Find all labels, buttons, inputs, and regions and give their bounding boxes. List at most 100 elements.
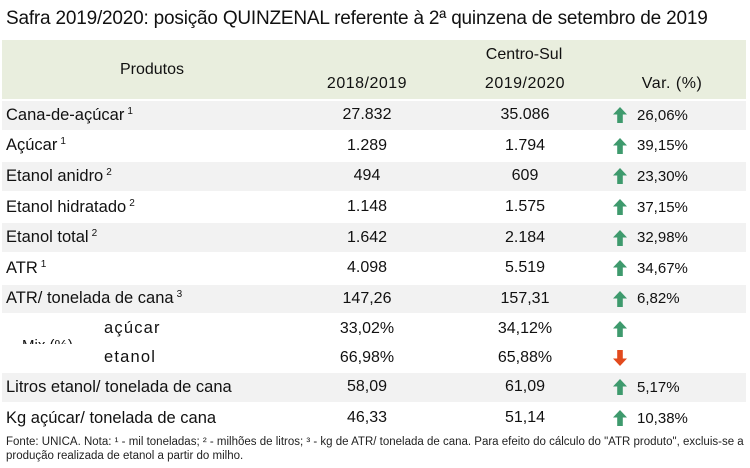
variation-cell [598, 313, 747, 344]
table-row: Etanol anidro 2 494 609 23,30% [2, 160, 747, 192]
value-2019-2020: 35.086 [452, 99, 598, 131]
variation-cell: 23,30% [598, 160, 747, 192]
value-2018-2019: 147,26 [302, 282, 452, 315]
table-row: Kg açúcar/ tonelada de cana 46,33 51,14 10,… [2, 401, 747, 433]
arrow-up-icon [613, 320, 627, 337]
variation: 32,98% [598, 229, 746, 247]
header-variation: Var. (%) [598, 69, 747, 100]
variation-value: 32,98% [637, 229, 688, 247]
variation: 39,15% [598, 137, 746, 155]
table-row: Etanol hidratado 2 1.148 1.575 37,15% [2, 190, 747, 223]
row-label-text: Cana-de-açúcar [6, 105, 125, 124]
footnote-marker: 2 [106, 166, 112, 178]
value-2018-2019: 1.642 [302, 221, 452, 253]
value-2019-2020: 5.519 [452, 251, 598, 284]
value-2019-2020: 157,31 [452, 282, 598, 315]
row-label-text: Etanol total [6, 228, 89, 247]
variation-value: 26,06% [637, 106, 688, 124]
value-2018-2019: 66,98% [302, 343, 452, 373]
value-2019-2020: 1.794 [452, 129, 598, 162]
arrow-up-icon [613, 379, 627, 396]
row-label-text: Litros etanol/ tonelada de cana [6, 377, 232, 396]
variation-value: 10,38% [637, 409, 688, 427]
footnote-marker: 2 [129, 197, 135, 209]
row-label-text: Etanol hidratado [6, 197, 127, 216]
variation-cell: 10,38% [598, 401, 747, 433]
arrow-up-icon [613, 137, 627, 154]
arrow-up-icon [613, 229, 627, 246]
variation-value: 5,17% [637, 378, 680, 396]
row-label-text: Açúcar [6, 136, 58, 155]
value-2019-2020: 65,88% [452, 343, 598, 373]
variation-value: 39,15% [637, 137, 688, 155]
row-label: ATR 1 [2, 251, 302, 284]
footnote-marker: 1 [127, 105, 133, 117]
value-2018-2019: 494 [302, 160, 452, 192]
value-2018-2019: 1.289 [302, 129, 452, 162]
value-2018-2019: 4.098 [302, 251, 452, 284]
table-row: Etanol total 2 1.642 2.184 32,98% [2, 221, 747, 253]
row-label: Açúcar 1 [2, 129, 302, 162]
variation-value: 6,82% [637, 290, 680, 308]
value-2019-2020: 1.575 [452, 190, 598, 223]
variation: 37,15% [598, 198, 746, 216]
mix-sub-label: etanol [104, 348, 157, 367]
mix-sub-label: açúcar [104, 319, 161, 338]
variation: 23,30% [598, 167, 746, 185]
variation-value: 23,30% [637, 167, 688, 185]
value-2018-2019: 46,33 [302, 401, 452, 433]
arrow-up-icon [613, 260, 627, 277]
variation: 34,67% [598, 259, 746, 277]
variation-cell: 26,06% [598, 99, 747, 131]
variation: 6,82% [598, 290, 746, 308]
table-row: Cana-de-açúcar 1 27.832 35.086 26,06% [2, 99, 747, 131]
value-2019-2020: 2.184 [452, 221, 598, 253]
row-label: Kg açúcar/ tonelada de cana [2, 401, 302, 433]
row-label-text: ATR/ tonelada de cana [6, 289, 174, 308]
variation: 26,06% [598, 106, 746, 124]
value-2018-2019: 1.148 [302, 190, 452, 223]
footnote-marker: 2 [91, 228, 98, 240]
arrow-up-icon [613, 290, 627, 307]
variation-value: 37,15% [637, 198, 688, 216]
mix-label-cell: etanol [2, 343, 302, 373]
arrow-down-icon [613, 349, 627, 366]
row-label-text: Etanol anidro [6, 166, 104, 185]
variation-value: 34,67% [637, 259, 688, 277]
variation-cell: 37,15% [598, 190, 747, 223]
header-region: Centro-Sul [302, 40, 747, 69]
table-row: ATR 1 4.098 5.519 34,67% [2, 251, 747, 284]
row-label: Cana-de-açúcar 1 [2, 99, 302, 131]
variation-cell [598, 343, 747, 373]
data-table: Produtos Centro-Sul 2018/2019 2019/2020 … [2, 40, 747, 433]
row-label: Etanol total 2 [2, 221, 302, 253]
row-label-text: ATR [6, 258, 38, 277]
variation-cell: 34,67% [598, 251, 747, 284]
arrow-up-icon [613, 410, 627, 427]
row-label: Litros etanol/ tonelada de cana [2, 371, 302, 403]
variation-cell: 5,17% [598, 371, 747, 403]
row-label: Etanol hidratado 2 [2, 190, 302, 223]
variation-cell: 32,98% [598, 221, 747, 253]
value-2018-2019: 58,09 [302, 371, 452, 403]
table-row: ATR/ tonelada de cana 3 147,26 157,31 6,82% [2, 282, 747, 315]
footnote-marker: 1 [40, 258, 47, 270]
variation-cell: 39,15% [598, 129, 747, 162]
value-2018-2019: 33,02% [302, 313, 452, 344]
header-year-2019-2020: 2019/2020 [452, 69, 598, 100]
header-products: Produtos [2, 40, 302, 100]
value-2018-2019: 27.832 [302, 99, 452, 131]
table-row: Açúcar 1 1.289 1.794 39,15% [2, 129, 747, 162]
variation: 10,38% [598, 409, 746, 427]
footnote-marker: 3 [176, 289, 183, 301]
footnote: Fonte: UNICA. Nota: ¹ - mil toneladas; ²… [6, 436, 744, 462]
page-title: Safra 2019/2020: posição QUINZENAL refer… [6, 8, 708, 29]
arrow-up-icon [613, 199, 627, 216]
value-2019-2020: 61,09 [452, 371, 598, 403]
row-label: Etanol anidro 2 [2, 160, 302, 192]
variation: 5,17% [598, 378, 746, 396]
footnote-marker: 1 [60, 136, 66, 148]
mix-label-cell: Mix (%)açúcar [2, 313, 302, 354]
value-2019-2020: 34,12% [452, 313, 598, 344]
